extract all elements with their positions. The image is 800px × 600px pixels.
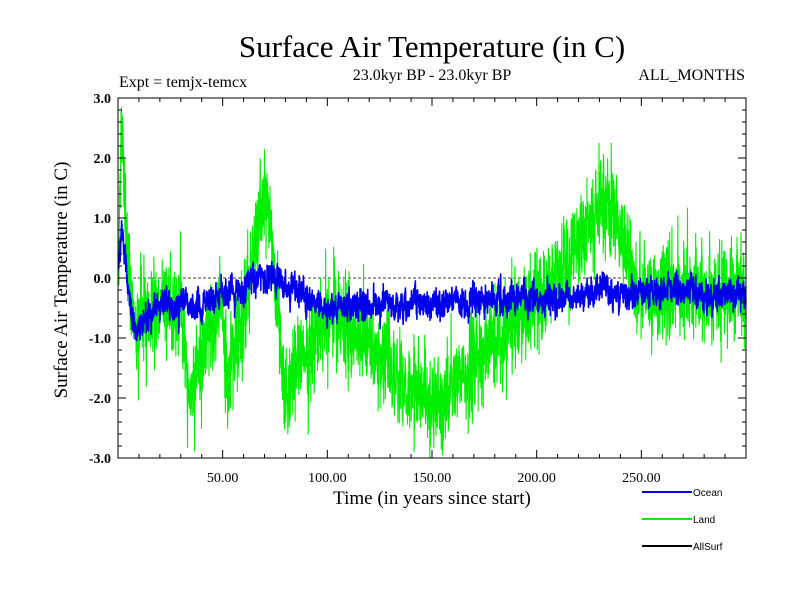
x-axis-label: Time (in years since start) [333,488,531,509]
legend-label-ocean: Ocean [693,488,722,499]
x-tick-label: 150.00 [413,471,452,486]
y-axis-label: Surface Air Temperature (in C) [51,162,72,399]
series-line-ocean [117,219,747,342]
y-tick-label: 3.0 [94,92,112,107]
legend-label-allsurf: AllSurf [693,542,723,553]
subtitle-left: Expt = temjx-temcx [119,74,247,91]
chart-title: Surface Air Temperature (in C) [239,29,625,64]
y-tick-label: 2.0 [94,152,112,167]
x-tick-label: 250.00 [622,471,661,486]
plot-area: 50.00 100.00 150.00 200.00 250.00 -3.0 -2.0 -1.… [89,92,747,486]
x-tick-label: 100.00 [308,471,347,486]
y-tick-label: 0.0 [94,272,112,287]
y-tick-label: -3.0 [89,452,111,467]
y-tick-label: -2.0 [89,392,111,407]
x-tick-label: 50.00 [207,471,239,486]
y-tick-label: 1.0 [94,212,112,227]
legend-label-land: Land [693,515,715,526]
subtitle-right: ALL_MONTHS [638,67,745,84]
x-tick-label: 200.00 [517,471,556,486]
legend: Ocean Land AllSurf [642,488,723,553]
series-line-land [117,106,747,459]
subtitle-center: 23.0kyr BP - 23.0kyr BP [353,67,512,84]
y-tick-label: -1.0 [89,332,111,347]
